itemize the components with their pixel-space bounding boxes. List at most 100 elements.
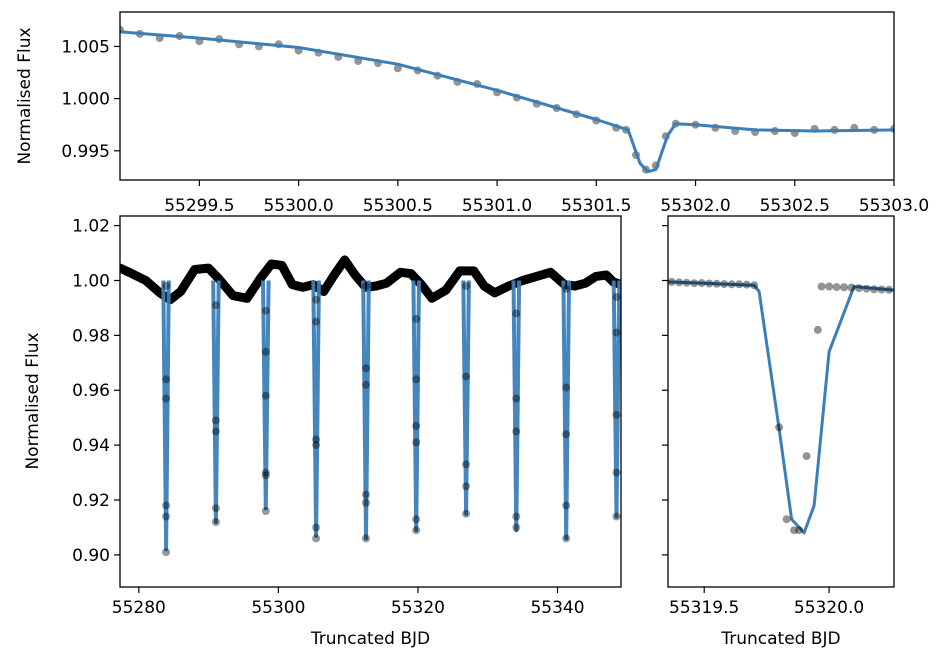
data-point: [782, 515, 791, 524]
model-line: [120, 30, 894, 174]
transit-point: [412, 375, 421, 384]
x-tick-label: 55300: [251, 598, 305, 618]
transit-line: [311, 280, 321, 538]
transit-line: [161, 280, 171, 552]
transit-point: [612, 293, 621, 301]
axes-frame: [119, 215, 622, 588]
transit-point: [312, 534, 321, 543]
transit-point: [312, 523, 321, 532]
transit-point: [261, 391, 270, 400]
data-point: [847, 283, 856, 292]
transit-line: [361, 280, 371, 541]
transit-point: [261, 347, 270, 356]
x-tick-label: 55300.5: [363, 196, 433, 216]
transit-point: [612, 328, 621, 337]
transit-line: [511, 280, 522, 533]
y-axis-label: Normalised Flux: [23, 332, 43, 469]
data-point: [668, 277, 676, 286]
baseline-line: [120, 255, 621, 305]
transit-point: [562, 383, 571, 392]
transit-point: [362, 282, 370, 290]
transit-line: [411, 280, 421, 533]
transit-point: [412, 515, 421, 524]
x-axis-label: Truncated BJD: [720, 629, 840, 649]
data-point: [705, 279, 714, 288]
transit-point: [261, 507, 270, 515]
transit-point: [512, 427, 521, 436]
transit-line: [211, 280, 221, 524]
y-tick-label: 0.94: [72, 436, 110, 456]
transit-point: [512, 394, 521, 403]
x-tick-label: 55320: [391, 598, 445, 618]
transit-point: [462, 509, 471, 518]
transit-point: [562, 284, 571, 293]
data-point: [675, 278, 684, 287]
data-point: [885, 285, 893, 294]
plot-area: [120, 255, 621, 557]
data-point: [690, 279, 699, 288]
transit-point: [562, 430, 571, 439]
transit-point: [312, 317, 321, 326]
panel-bottom-right: 55319.5 55320.0 Truncated BJD: [662, 215, 895, 649]
data-point: [742, 280, 751, 289]
transit-point: [362, 498, 370, 507]
transit-point: [211, 504, 220, 513]
y-tick-label: 1.005: [61, 37, 110, 57]
x-tick-label: 55299.5: [164, 196, 234, 216]
x-tick-label: 55302.0: [660, 196, 730, 216]
transit-point: [562, 501, 571, 510]
transit-point: [261, 471, 270, 480]
transit-point: [211, 427, 220, 436]
data-point: [720, 280, 729, 289]
transit-point: [462, 372, 471, 381]
transit-point: [612, 410, 621, 419]
data-point: [682, 278, 691, 287]
transit-point: [412, 421, 421, 430]
transit-point: [512, 512, 521, 521]
panel-bottom-left: 55280 55300 55320 55340 0.90 0.92 0.94 0.96 0.98…: [23, 215, 622, 649]
y-tick-label: 0.92: [72, 491, 110, 511]
x-tick-label: 55302.5: [760, 196, 830, 216]
transit-point: [362, 380, 370, 389]
transit-point: [211, 416, 220, 425]
data-point: [727, 280, 736, 289]
x-tick-label: 55301.5: [561, 196, 631, 216]
transit-point: [412, 314, 421, 323]
transit-point: [562, 534, 571, 543]
transit-point: [162, 501, 171, 510]
transit-point: [162, 394, 171, 403]
data-point: [840, 283, 849, 292]
model-line: [668, 280, 894, 535]
transit-point: [512, 523, 521, 532]
transit-point: [462, 282, 471, 290]
data-point: [775, 423, 784, 432]
transit-line: [611, 280, 621, 519]
y-tick-label: 0.90: [72, 546, 110, 566]
transit-point: [462, 482, 471, 491]
transit-point: [162, 282, 171, 290]
y-tick-label: 1.000: [61, 90, 110, 110]
x-tick-label: 55320.0: [794, 598, 864, 618]
data-point: [697, 279, 706, 287]
transit-point: [162, 512, 171, 521]
axes-frame: [119, 11, 895, 181]
transit-point: [162, 548, 171, 557]
data-point: [877, 285, 886, 294]
data-point: [790, 526, 799, 535]
data-point: [817, 282, 826, 291]
data-point: [795, 526, 804, 535]
x-tick-label: 55340: [530, 598, 584, 618]
data-point: [802, 452, 811, 461]
y-tick-label: 0.98: [72, 326, 110, 346]
transit-point: [261, 306, 270, 315]
y-tick-label: 0.995: [61, 142, 110, 162]
transit-point: [362, 490, 370, 499]
transit-point: [312, 435, 321, 444]
x-tick-label: 55300.0: [263, 196, 333, 216]
transit-point: [362, 534, 370, 543]
x-axis-label: Truncated BJD: [310, 629, 430, 649]
data-point: [825, 282, 834, 291]
data-point: [855, 284, 863, 293]
data-point: [750, 281, 759, 290]
